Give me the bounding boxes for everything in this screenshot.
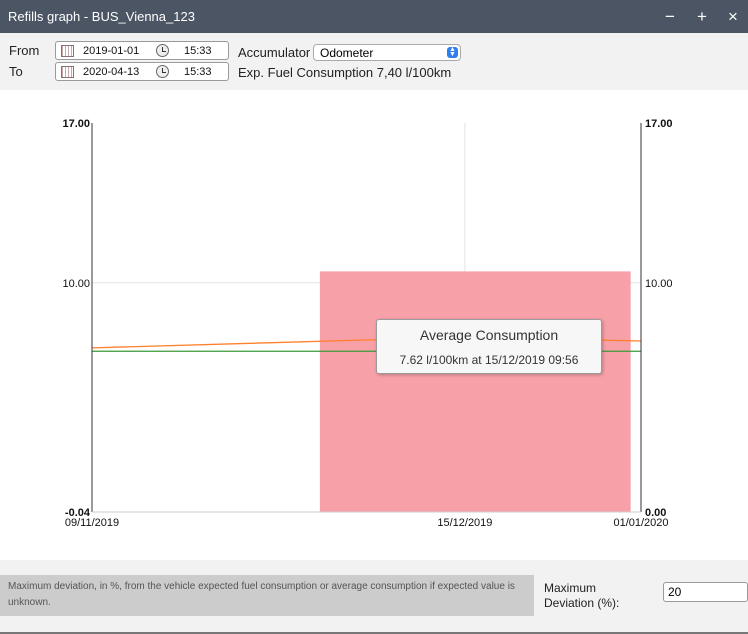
to-time-value[interactable]: 15:33: [184, 66, 212, 78]
chart-svg: 17.00 10.00 -0.04 17.00 10.00 0.00 09/11/2019 1…: [62, 118, 673, 529]
window-bottom-edge: [0, 632, 748, 634]
exp-fuel-consumption: Exp. Fuel Consumption 7,40 l/100km: [238, 65, 452, 80]
to-date-value[interactable]: 2020-04-13: [83, 66, 140, 78]
max-deviation-label: Maximum Deviation (%):: [544, 581, 619, 611]
to-label: To: [9, 64, 23, 79]
max-deviation-input[interactable]: 20: [663, 582, 748, 602]
title-bar: Refills graph - BUS_Vienna_123 − + ×: [0, 0, 748, 33]
tooltip-title: Average Consumption: [419, 327, 559, 343]
minimize-icon[interactable]: −: [665, 7, 675, 26]
x-tick-label: 01/01/2020: [613, 517, 668, 529]
footer: Maximum deviation, in %, from the vehicl…: [0, 560, 748, 634]
close-icon[interactable]: ×: [728, 7, 738, 26]
y-left-tick-label: 10.00: [62, 278, 90, 290]
max-deviation-label-line2: Deviation (%):: [544, 596, 620, 610]
from-datetime-field[interactable]: 2019-01-01 15:33: [55, 41, 229, 60]
accumulator-label: Accumulator: [238, 45, 311, 60]
y-right-tick-label: 17.00: [645, 118, 673, 130]
chart-tooltip: Average Consumption 7.62 l/100km at 15/1…: [376, 319, 602, 374]
calendar-icon[interactable]: [61, 45, 74, 57]
accumulator-value[interactable]: Odometer: [320, 46, 374, 60]
clock-icon[interactable]: [156, 44, 169, 57]
refills-chart: 17.00 10.00 -0.04 17.00 10.00 0.00 09/11/2019 1…: [0, 90, 748, 560]
y-left-tick-label: -0.04: [65, 507, 91, 519]
maximize-icon[interactable]: +: [697, 7, 707, 26]
y-right-tick-label: 0.00: [645, 507, 666, 519]
from-date-value[interactable]: 2019-01-01: [83, 45, 140, 57]
refill-bar-1: [319, 271, 631, 512]
from-time-value[interactable]: 15:33: [184, 45, 212, 57]
clock-icon[interactable]: [156, 65, 169, 78]
to-datetime-field[interactable]: 2020-04-13 15:33: [55, 62, 229, 81]
calendar-icon[interactable]: [61, 66, 74, 78]
max-deviation-label-line1: Maximum: [544, 581, 597, 595]
tooltip-body: 7.62 l/100km at 15/12/2019 09:56: [399, 353, 579, 367]
from-label: From: [9, 43, 40, 58]
toolbar: From To 2019-01-01 15:33 2020-04-13 15:3…: [0, 33, 748, 90]
x-tick-label: 09/11/2019: [65, 517, 119, 529]
x-tick-label: 15/12/2019: [437, 517, 492, 529]
deviation-hint: Maximum deviation, in %, from the vehicl…: [0, 575, 534, 616]
updown-chevron-icon[interactable]: ▲ ▼: [447, 46, 458, 58]
window-title: Refills graph - BUS_Vienna_123: [8, 9, 195, 24]
y-right-tick-label: 10.00: [645, 278, 673, 290]
accumulator-select[interactable]: Odometer ▲ ▼: [313, 44, 461, 61]
y-left-tick-label: 17.00: [62, 118, 90, 130]
